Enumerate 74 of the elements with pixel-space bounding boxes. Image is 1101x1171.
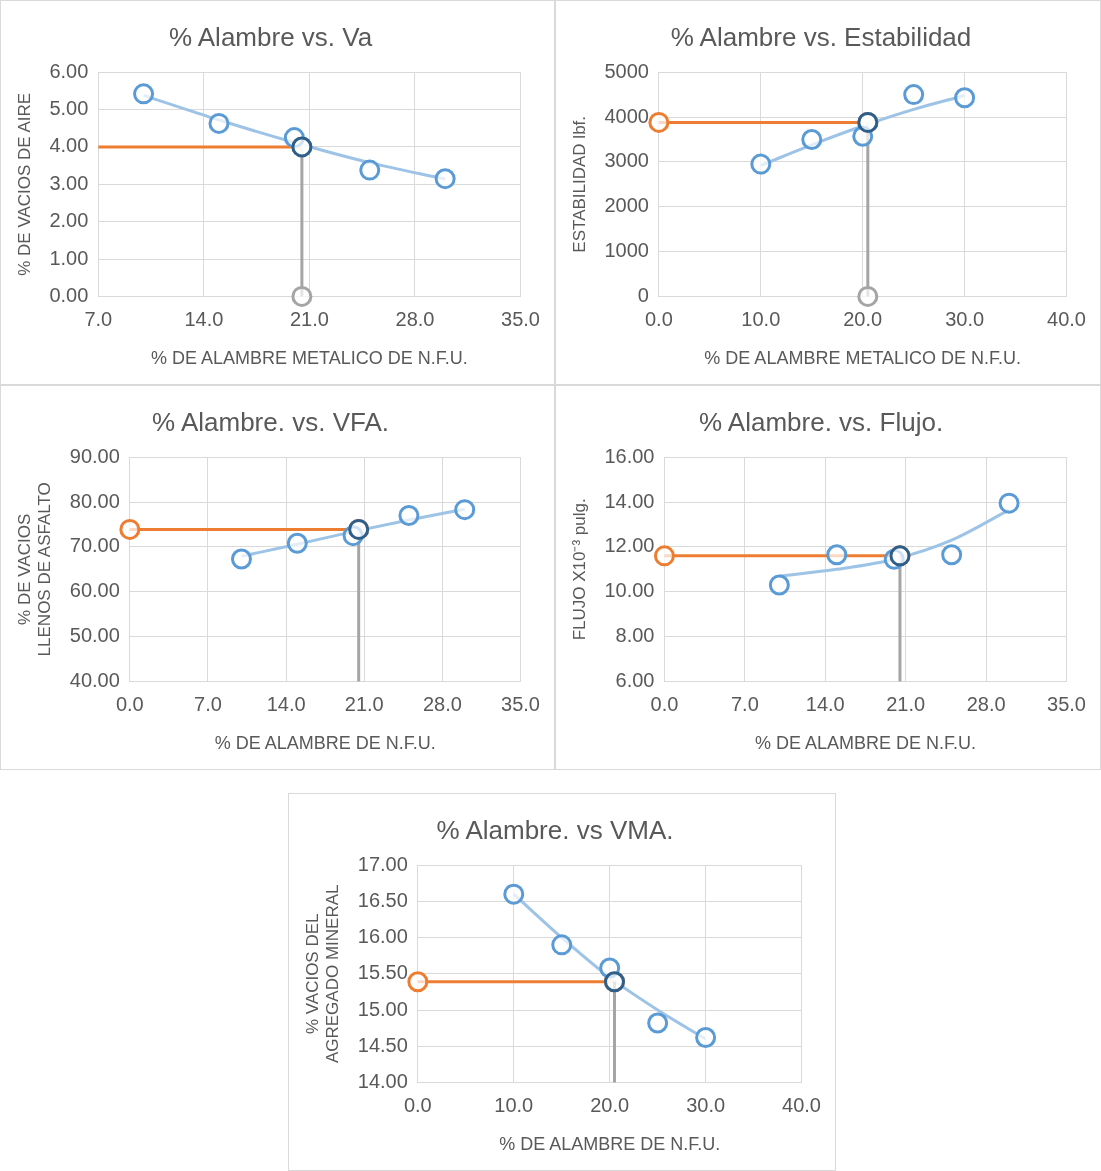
chart-title: % Alambre. vs. Flujo. bbox=[698, 406, 944, 437]
x-tick-label: 14.0 bbox=[266, 692, 306, 715]
y-tick-label: 8.00 bbox=[615, 624, 655, 647]
x-axis-title: % DE ALAMBRE METALICO DE N.F.U. bbox=[704, 348, 1022, 369]
y-tick-label: 3.00 bbox=[49, 171, 89, 194]
x-tick-label: 35.0 bbox=[501, 692, 541, 715]
y-axis-title: ESTABILIDAD lbf. bbox=[569, 115, 589, 253]
x-tick-label: 40.0 bbox=[782, 1093, 822, 1116]
x-tick-label: 0.0 bbox=[644, 307, 673, 330]
chart-title: % Alambre. vs. VFA. bbox=[152, 406, 389, 437]
x-tick-label: 21.0 bbox=[344, 692, 384, 715]
y-tick-label: 70.00 bbox=[69, 534, 120, 557]
x-tick-label: 30.0 bbox=[686, 1093, 726, 1116]
y-tick-label: 16.00 bbox=[357, 925, 408, 948]
chart-title: % Alambre. vs VMA. bbox=[436, 814, 674, 845]
x-tick-label: 14.0 bbox=[805, 692, 845, 715]
y-tick-label: 2000 bbox=[604, 194, 649, 217]
x-tick-label: 30.0 bbox=[945, 307, 985, 330]
chart-title: % Alambre vs. Estabilidad bbox=[670, 21, 972, 52]
y-tick-label: 16.00 bbox=[604, 444, 655, 467]
x-tick-label: 28.0 bbox=[395, 307, 435, 330]
x-tick-label: 28.0 bbox=[966, 692, 1006, 715]
x-tick-label: 0.0 bbox=[650, 692, 679, 715]
x-axis-title: % DE ALAMBRE DE N.F.U. bbox=[754, 733, 977, 754]
y-axis-title: % DE VACIOS LLENOS DE ASFALTO bbox=[14, 482, 55, 657]
x-tick-label: 7.0 bbox=[730, 692, 759, 715]
y-tick-label: 14.00 bbox=[604, 489, 655, 512]
x-tick-label: 40.0 bbox=[1047, 307, 1087, 330]
x-tick-label: 35.0 bbox=[501, 307, 541, 330]
x-tick-label: 21.0 bbox=[886, 692, 926, 715]
x-tick-label: 35.0 bbox=[1047, 692, 1087, 715]
y-tick-label: 17.00 bbox=[357, 852, 408, 875]
y-tick-label: 2.00 bbox=[49, 209, 89, 232]
y-tick-label: 5000 bbox=[604, 59, 649, 82]
y-axis-title: % VACIOS DEL AGREGADO MINERAL bbox=[302, 884, 343, 1064]
y-tick-label: 16.50 bbox=[357, 888, 408, 911]
x-tick-label: 10.0 bbox=[494, 1093, 534, 1116]
y-tick-label: 1.00 bbox=[49, 246, 89, 269]
y-tick-label: 90.00 bbox=[69, 444, 120, 467]
y-tick-label: 0 bbox=[637, 283, 649, 306]
y-axis-title: FLUJO X10⁻³ pulg. bbox=[569, 498, 589, 641]
y-tick-label: 60.00 bbox=[69, 579, 120, 602]
y-tick-label: 5.00 bbox=[49, 97, 89, 120]
y-tick-label: 4000 bbox=[604, 104, 649, 127]
y-tick-label: 6.00 bbox=[49, 59, 89, 82]
x-tick-label: 20.0 bbox=[843, 307, 883, 330]
y-tick-label: 10.00 bbox=[604, 579, 655, 602]
x-axis-title: % DE ALAMBRE DE N.F.U. bbox=[499, 1134, 721, 1155]
x-tick-label: 0.0 bbox=[403, 1093, 432, 1116]
x-tick-label: 7.0 bbox=[84, 307, 113, 330]
y-tick-label: 14.00 bbox=[357, 1069, 408, 1092]
x-tick-label: 7.0 bbox=[194, 692, 222, 715]
y-tick-label: 3000 bbox=[604, 149, 649, 172]
x-tick-label: 14.0 bbox=[184, 307, 224, 330]
x-tick-label: 28.0 bbox=[422, 692, 462, 715]
y-axis-title: % DE VACIOS DE AIRE bbox=[14, 92, 34, 276]
y-tick-label: 12.00 bbox=[604, 534, 655, 557]
y-tick-label: 4.00 bbox=[49, 134, 89, 157]
chart-title: % Alambre vs. Va bbox=[168, 21, 373, 52]
x-axis-title: % DE ALAMBRE METALICO DE N.F.U. bbox=[151, 348, 468, 369]
x-tick-label: 0.0 bbox=[115, 692, 144, 715]
y-tick-label: 80.00 bbox=[69, 489, 120, 512]
y-tick-label: 1000 bbox=[604, 239, 649, 262]
y-tick-label: 15.50 bbox=[357, 961, 408, 984]
y-tick-label: 14.50 bbox=[357, 1033, 408, 1056]
y-tick-label: 50.00 bbox=[69, 624, 120, 647]
x-tick-label: 20.0 bbox=[590, 1093, 630, 1116]
x-axis-title: % DE ALAMBRE DE N.F.U. bbox=[214, 733, 436, 754]
x-tick-label: 21.0 bbox=[289, 307, 329, 330]
y-tick-label: 40.00 bbox=[69, 668, 120, 691]
y-tick-label: 15.00 bbox=[357, 997, 408, 1020]
y-tick-label: 0.00 bbox=[49, 283, 89, 306]
y-tick-label: 6.00 bbox=[615, 668, 655, 691]
x-tick-label: 10.0 bbox=[741, 307, 781, 330]
